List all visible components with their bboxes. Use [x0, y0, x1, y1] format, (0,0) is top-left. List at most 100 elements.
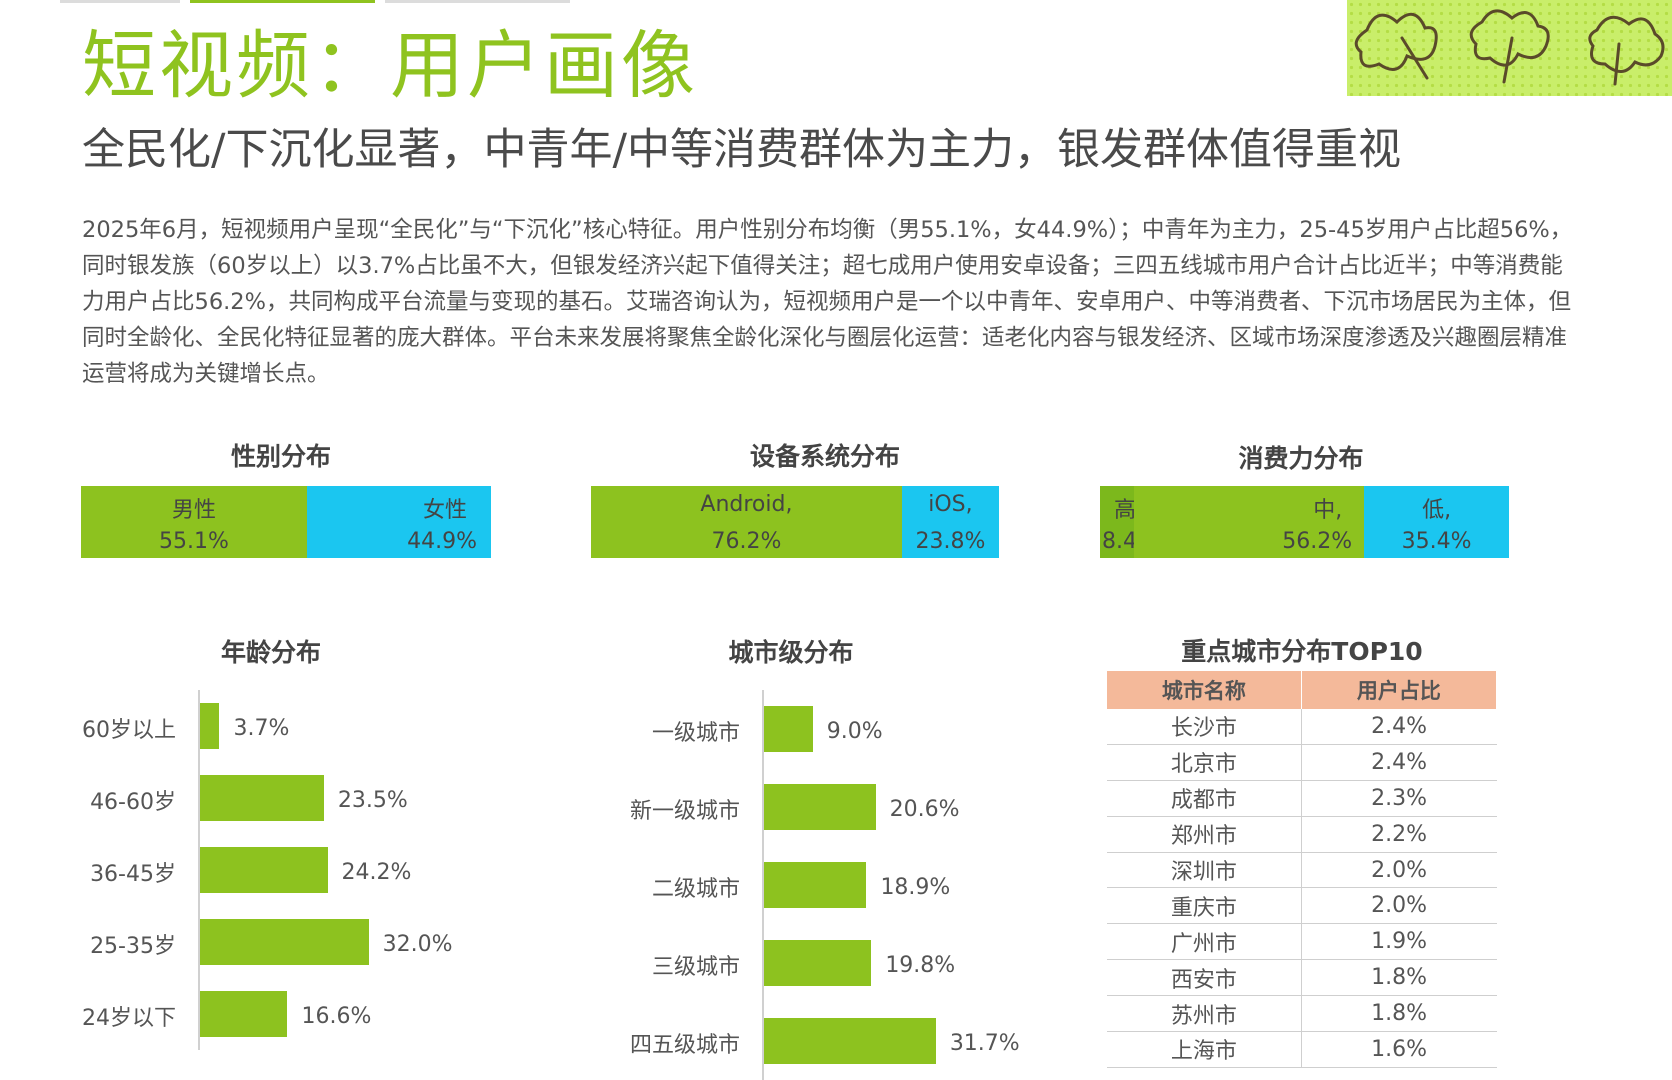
- chart-bar: [764, 1018, 936, 1064]
- chart-bar: [200, 919, 369, 965]
- chart-bar: [764, 862, 867, 908]
- segment-value: 55.1%: [159, 529, 229, 554]
- chart-axis: [198, 690, 200, 1050]
- column-header-share: 用户占比: [1301, 671, 1498, 709]
- table-row: 郑州市 2.2%: [1107, 816, 1497, 853]
- user-share-cell: 2.4%: [1301, 709, 1497, 745]
- table-header-row: 城市名称 用户占比: [1107, 671, 1498, 709]
- stack-segment: Android, 76.2%: [591, 486, 902, 558]
- segment-value: 23.8%: [915, 529, 986, 554]
- clover-icon: [1354, 9, 1665, 86]
- user-share-cell: 1.6%: [1301, 1031, 1497, 1068]
- stack-segment: 低, 35.4%: [1364, 486, 1509, 558]
- consumption-stacked-bar: 高, 8.4% 中, 56.2% 低, 35.4%: [1100, 486, 1509, 558]
- page-title: 短视频：用户画像: [82, 23, 698, 109]
- chart-bar: [200, 991, 288, 1037]
- segment-value: 35.4%: [1401, 529, 1472, 554]
- category-label: 四五级城市: [629, 1033, 740, 1058]
- category-label: 一级城市: [651, 721, 740, 746]
- city-name-cell: 郑州市: [1107, 816, 1302, 853]
- top-accent-line-1: [60, 0, 180, 3]
- data-label: 3.7%: [233, 716, 290, 741]
- user-share-cell: 1.8%: [1301, 959, 1497, 997]
- table-row: 西安市 1.8%: [1107, 959, 1497, 997]
- user-share-cell: 1.9%: [1301, 923, 1497, 961]
- segment-value: 56.2%: [1282, 529, 1353, 554]
- stack-segment: 中, 56.2%: [1134, 486, 1365, 558]
- segment-value: 76.2%: [711, 529, 782, 554]
- city-name-cell: 西安市: [1107, 959, 1302, 997]
- table-row: 广州市 1.9%: [1107, 923, 1497, 961]
- segment-label: 低,: [1422, 498, 1452, 523]
- top-accent-line-3: [385, 0, 570, 3]
- city-name-cell: 苏州市: [1107, 995, 1302, 1033]
- city-tier-chart-title: 城市级分布: [728, 638, 854, 667]
- category-label: 25-35岁: [90, 934, 176, 959]
- summary-paragraph: 2025年6月，短视频用户呈现“全民化”与“下沉化”核心特征。用户性别分布均衡（…: [82, 217, 1573, 387]
- data-label: 24.2%: [341, 860, 412, 885]
- city-name-cell: 上海市: [1107, 1031, 1302, 1068]
- city-name-cell: 北京市: [1107, 744, 1302, 781]
- category-label: 三级城市: [651, 955, 740, 980]
- chart-axis: [762, 690, 764, 1080]
- gender-stacked-bar: 男性 55.1% 女性 44.9%: [81, 486, 491, 558]
- chart-bar: [764, 940, 872, 986]
- city-name-cell: 广州市: [1107, 923, 1302, 961]
- user-share-cell: 2.2%: [1301, 816, 1497, 853]
- category-label: 60岁以上: [82, 718, 176, 743]
- segment-label: 中,: [1313, 498, 1343, 523]
- top-accent-line-2: [190, 0, 375, 3]
- data-label: 18.9%: [880, 875, 951, 900]
- chart-bar: [200, 775, 324, 821]
- top10-table-title: 重点城市分布TOP10: [1181, 637, 1423, 666]
- data-label: 16.6%: [301, 1004, 372, 1029]
- table-row: 苏州市 1.8%: [1107, 995, 1497, 1033]
- data-label: 31.7%: [949, 1031, 1020, 1056]
- category-label: 46-60岁: [90, 790, 176, 815]
- data-label: 19.8%: [885, 953, 956, 978]
- segment-label: Android,: [700, 492, 793, 517]
- table-row: 成都市 2.3%: [1107, 780, 1497, 817]
- category-label: 36-45岁: [90, 862, 176, 887]
- category-label: 新一级城市: [629, 799, 740, 824]
- city-name-cell: 深圳市: [1107, 852, 1302, 889]
- consumption-chart-title: 消费力分布: [1238, 444, 1364, 473]
- clover-decoration: [1347, 0, 1672, 96]
- data-label: 20.6%: [889, 797, 960, 822]
- stack-segment: iOS, 23.8%: [901, 486, 999, 558]
- age-chart-title: 年龄分布: [220, 638, 321, 667]
- segment-label: iOS,: [928, 492, 973, 517]
- category-label: 24岁以下: [82, 1006, 176, 1031]
- data-label: 32.0%: [382, 932, 453, 957]
- user-share-cell: 2.4%: [1301, 744, 1497, 781]
- chart-bar: [200, 703, 220, 749]
- city-name-cell: 长沙市: [1107, 709, 1302, 745]
- chart-bar: [764, 784, 876, 830]
- stack-segment: 高, 8.4%: [1100, 486, 1158, 558]
- user-share-cell: 1.8%: [1301, 995, 1497, 1033]
- table-row: 上海市 1.6%: [1107, 1031, 1497, 1068]
- user-share-cell: 2.0%: [1301, 887, 1497, 925]
- gender-chart-title: 性别分布: [230, 442, 331, 471]
- table-row: 北京市 2.4%: [1107, 744, 1497, 781]
- data-label: 9.0%: [826, 719, 883, 744]
- table-row: 重庆市 2.0%: [1107, 887, 1497, 925]
- table-row: 长沙市 2.4%: [1107, 709, 1497, 745]
- device-chart-title: 设备系统分布: [749, 442, 900, 471]
- user-share-cell: 2.3%: [1301, 780, 1497, 817]
- city-name-cell: 成都市: [1107, 780, 1302, 817]
- data-label: 23.5%: [337, 788, 408, 813]
- segment-label: 女性: [422, 498, 467, 523]
- category-label: 二级城市: [651, 877, 740, 902]
- user-share-cell: 2.0%: [1301, 852, 1497, 889]
- stack-segment: 女性 44.9%: [306, 486, 491, 558]
- page-subtitle: 全民化/下沉化显著，中青年/中等消费群体为主力，银发群体值得重视: [82, 125, 1401, 175]
- stack-segment: 男性 55.1%: [81, 486, 307, 558]
- city-name-cell: 重庆市: [1107, 887, 1302, 925]
- segment-value: 44.9%: [407, 529, 477, 554]
- device-stacked-bar: Android, 76.2% iOS, 23.8%: [591, 486, 999, 558]
- chart-bar: [764, 706, 813, 752]
- column-header-city: 城市名称: [1107, 671, 1302, 709]
- segment-label: 男性: [171, 498, 216, 523]
- top10-city-table: 城市名称 用户占比 长沙市 2.4% 北京市 2.4% 成都市 2.3% 郑州市 2.2% 深圳…: [1107, 671, 1498, 1068]
